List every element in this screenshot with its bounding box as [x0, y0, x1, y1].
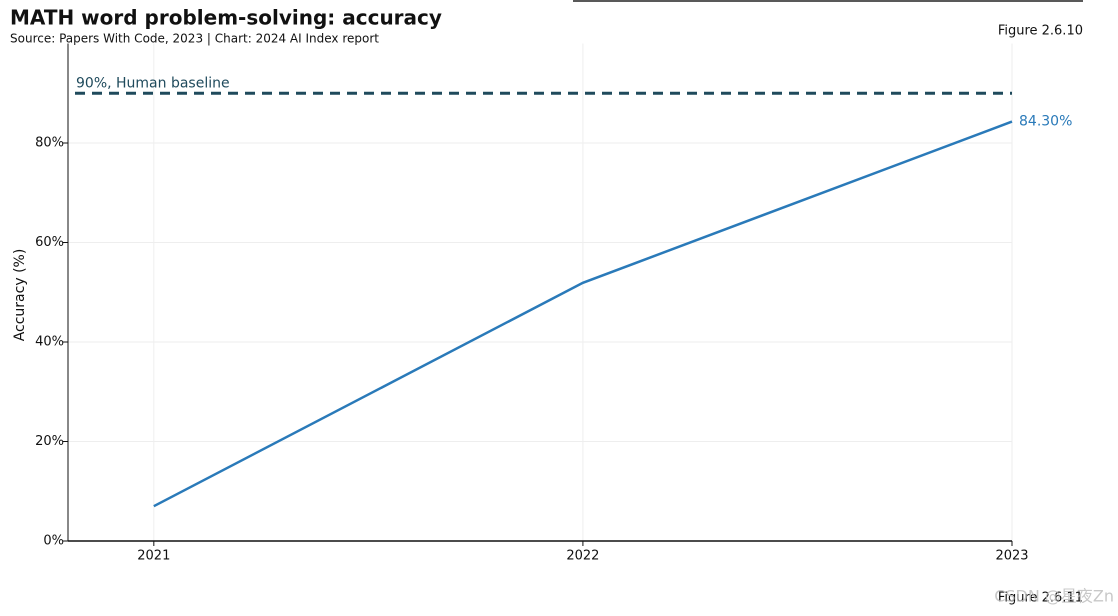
baseline-label: 90%, Human baseline [76, 75, 230, 91]
data-label: 84.30% [1019, 114, 1072, 130]
y-tick-label: 20% [35, 434, 64, 449]
y-tick-label: 60% [35, 235, 64, 250]
line [153, 120, 1013, 508]
watermark: CSDN @星夜Zn [994, 587, 1114, 606]
x-tick-label: 2023 [995, 549, 1028, 564]
y-tick-label: 40% [35, 335, 64, 350]
y-axis-label: Accuracy (%) [12, 249, 28, 342]
y-tick-label: 0% [43, 534, 64, 549]
figure-label: Figure 2.6.11 [998, 591, 1083, 606]
x-tick-label: 2021 [137, 549, 170, 564]
figure-label: Figure 2.6.10 [998, 24, 1083, 39]
chart-title: MATH word problem-solving: accuracy [10, 6, 442, 30]
chart-subtitle: Source: Papers With Code, 2023 | Chart: … [10, 32, 379, 46]
y-tick-label: 80% [35, 136, 64, 151]
x-tick-label: 2022 [566, 549, 599, 564]
